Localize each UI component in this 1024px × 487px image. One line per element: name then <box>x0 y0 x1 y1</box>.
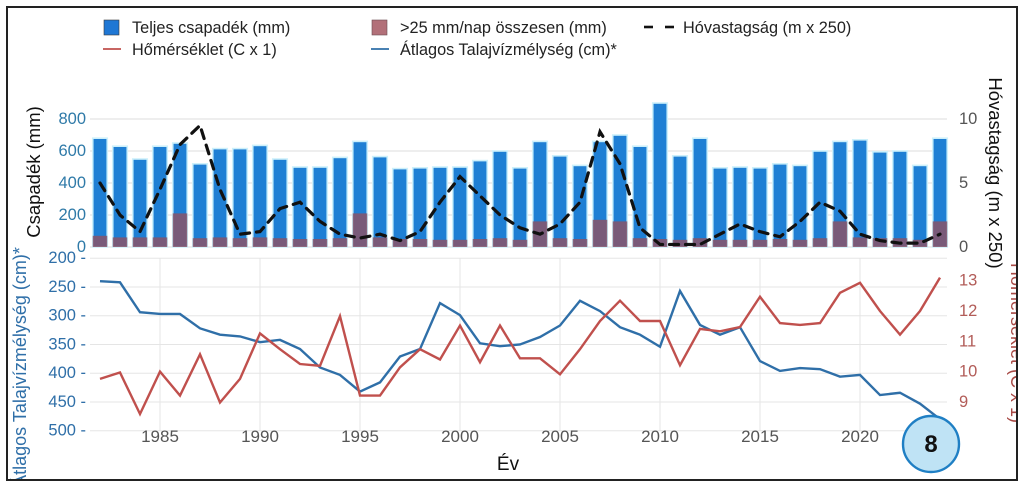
svg-text:10: 10 <box>959 363 977 381</box>
svg-text:Csapadék (mm): Csapadék (mm) <box>23 106 44 238</box>
svg-text:Átlagos Talajvízmélység (cm)*: Átlagos Talajvízmélység (cm)* <box>10 247 30 481</box>
svg-text:13: 13 <box>959 272 977 290</box>
svg-text:1985: 1985 <box>141 427 179 446</box>
svg-text:Átlagos Talajvízmélység (cm)*: Átlagos Talajvízmélység (cm)* <box>400 40 618 59</box>
svg-text:500 -: 500 - <box>48 422 86 440</box>
svg-text:5: 5 <box>959 174 968 192</box>
svg-text:300 -: 300 - <box>48 307 86 325</box>
svg-text:Hőmérséklet (C x 1): Hőmérséklet (C x 1) <box>132 41 277 59</box>
svg-text:1995: 1995 <box>341 427 379 446</box>
svg-text:2000: 2000 <box>441 427 479 446</box>
svg-text:9: 9 <box>959 393 968 411</box>
svg-text:8: 8 <box>924 431 937 458</box>
svg-text:200: 200 <box>58 206 86 224</box>
svg-text:350 -: 350 - <box>48 335 86 353</box>
svg-text:200 -: 200 - <box>48 249 86 267</box>
svg-text:2010: 2010 <box>641 427 679 446</box>
svg-text:>25 mm/nap összesen (mm): >25 mm/nap összesen (mm) <box>400 19 607 37</box>
svg-text:450 -: 450 - <box>48 393 86 411</box>
svg-text:1990: 1990 <box>241 427 279 446</box>
svg-text:2005: 2005 <box>541 427 579 446</box>
svg-text:2020: 2020 <box>841 427 879 446</box>
svg-text:11: 11 <box>959 332 976 350</box>
svg-text:Hóvastagság (m x 250): Hóvastagság (m x 250) <box>985 77 1006 268</box>
svg-text:0: 0 <box>959 238 968 256</box>
svg-text:Teljes csapadék (mm): Teljes csapadék (mm) <box>132 19 290 37</box>
svg-text:Év: Év <box>497 454 520 475</box>
svg-text:400 -: 400 - <box>48 364 86 382</box>
svg-text:Hóvastagság (m x 250): Hóvastagság (m x 250) <box>683 19 851 37</box>
svg-text:2015: 2015 <box>741 427 779 446</box>
svg-text:600: 600 <box>58 142 86 160</box>
svg-text:Hőmérséklet (C x 1): Hőmérséklet (C x 1) <box>1007 263 1018 423</box>
svg-text:10: 10 <box>959 110 977 128</box>
svg-text:800: 800 <box>58 110 86 128</box>
svg-text:250 -: 250 - <box>48 278 86 296</box>
svg-text:400: 400 <box>58 174 86 192</box>
svg-text:12: 12 <box>959 302 977 320</box>
